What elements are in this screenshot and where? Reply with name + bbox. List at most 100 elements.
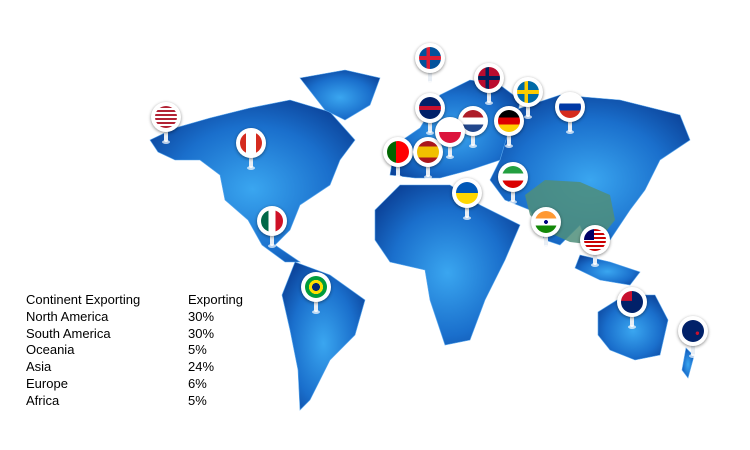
map-pin[interactable] bbox=[383, 137, 413, 181]
new-zealand-flag-icon bbox=[682, 320, 704, 342]
pin-head bbox=[435, 117, 465, 147]
pin-base bbox=[463, 216, 471, 220]
pin-head bbox=[580, 225, 610, 255]
map-pin[interactable] bbox=[513, 77, 543, 121]
pin-base bbox=[542, 245, 550, 249]
pin-head bbox=[151, 102, 181, 132]
map-pin[interactable] bbox=[452, 178, 482, 222]
map-pin[interactable] bbox=[236, 128, 266, 172]
map-pin[interactable] bbox=[415, 93, 445, 137]
pin-base bbox=[524, 115, 532, 119]
continent: Asia bbox=[26, 359, 52, 375]
map-pin[interactable] bbox=[435, 117, 465, 161]
map-pin[interactable] bbox=[151, 102, 181, 146]
pin-head bbox=[236, 128, 266, 158]
map-pin[interactable] bbox=[580, 225, 610, 269]
map-pin[interactable] bbox=[617, 287, 647, 331]
pin-stem bbox=[428, 121, 432, 133]
ukraine-flag-icon bbox=[456, 182, 478, 204]
mexico-flag-icon bbox=[261, 210, 283, 232]
south-america bbox=[281, 261, 366, 411]
pin-stem bbox=[471, 134, 475, 146]
pin-base bbox=[424, 175, 432, 179]
iran-flag-icon bbox=[502, 166, 524, 188]
canada-flag-icon bbox=[240, 132, 262, 154]
pin-base bbox=[689, 354, 697, 358]
russia-flag-icon bbox=[559, 96, 581, 118]
uk-flag-icon bbox=[419, 97, 441, 119]
pin-stem bbox=[568, 120, 572, 132]
pin-stem bbox=[314, 300, 318, 312]
pin-stem bbox=[428, 71, 432, 83]
pin-base bbox=[162, 140, 170, 144]
pin-stem bbox=[426, 165, 430, 177]
pin-base bbox=[509, 200, 517, 204]
map-pin[interactable] bbox=[474, 63, 504, 107]
pin-base bbox=[566, 130, 574, 134]
map-pin[interactable] bbox=[498, 162, 528, 206]
pin-head bbox=[383, 137, 413, 167]
export-table: Continent Exporting Exporting North Amer… bbox=[26, 292, 243, 410]
malaysia-flag-icon bbox=[584, 229, 606, 251]
continent: South America bbox=[26, 325, 111, 341]
usa-flag-icon bbox=[155, 106, 177, 128]
pin-stem bbox=[465, 206, 469, 218]
percent: 30% bbox=[188, 308, 215, 324]
spain-flag-icon bbox=[417, 141, 439, 163]
africa bbox=[374, 184, 521, 346]
pin-base bbox=[247, 166, 255, 170]
pin-base bbox=[591, 263, 599, 267]
table-row: Africa 5% bbox=[26, 393, 243, 410]
brazil-flag-icon bbox=[305, 276, 327, 298]
map-pin[interactable] bbox=[494, 106, 524, 150]
percent: 24% bbox=[188, 359, 215, 375]
percent: 6% bbox=[188, 375, 207, 391]
pin-stem bbox=[691, 344, 695, 356]
map-pin[interactable] bbox=[415, 43, 445, 87]
pin-head bbox=[678, 316, 708, 346]
pin-base bbox=[628, 325, 636, 329]
table-row: Europe 6% bbox=[26, 376, 243, 393]
north-america bbox=[149, 99, 356, 263]
continent: Africa bbox=[26, 392, 60, 408]
pin-base bbox=[268, 244, 276, 248]
pin-head bbox=[301, 272, 331, 302]
portugal-flag-icon bbox=[387, 141, 409, 163]
pin-head bbox=[415, 43, 445, 73]
pin-stem bbox=[544, 235, 548, 247]
pin-base bbox=[312, 310, 320, 314]
header-continent: Continent Exporting bbox=[26, 292, 141, 307]
table-row: North America 30% bbox=[26, 309, 243, 326]
pin-stem bbox=[396, 165, 400, 177]
table-row: Oceania 5% bbox=[26, 342, 243, 359]
pin-stem bbox=[593, 253, 597, 265]
pin-base bbox=[394, 175, 402, 179]
map-pin[interactable] bbox=[301, 272, 331, 316]
map-pin[interactable] bbox=[257, 206, 287, 250]
pin-head bbox=[415, 93, 445, 123]
pin-head bbox=[494, 106, 524, 136]
pin-head bbox=[257, 206, 287, 236]
pin-base bbox=[446, 155, 454, 159]
continent: North America bbox=[26, 308, 109, 324]
india-flag-icon bbox=[535, 211, 557, 233]
pin-stem bbox=[249, 156, 253, 168]
percent: 5% bbox=[188, 392, 207, 408]
germany-flag-icon bbox=[498, 110, 520, 132]
southeast-asia bbox=[574, 254, 641, 286]
map-pin[interactable] bbox=[555, 92, 585, 136]
pin-stem bbox=[164, 130, 168, 142]
pin-stem bbox=[507, 134, 511, 146]
pin-base bbox=[505, 144, 513, 148]
header-exporting: Exporting bbox=[188, 292, 243, 307]
pin-stem bbox=[630, 315, 634, 327]
table-row: Asia 24% bbox=[26, 359, 243, 376]
pin-head bbox=[474, 63, 504, 93]
table-header: Continent Exporting Exporting bbox=[26, 292, 243, 309]
continent: Europe bbox=[26, 375, 68, 391]
map-pin[interactable] bbox=[531, 207, 561, 251]
pin-head bbox=[452, 178, 482, 208]
map-pin[interactable] bbox=[678, 316, 708, 360]
pin-stem bbox=[511, 190, 515, 202]
